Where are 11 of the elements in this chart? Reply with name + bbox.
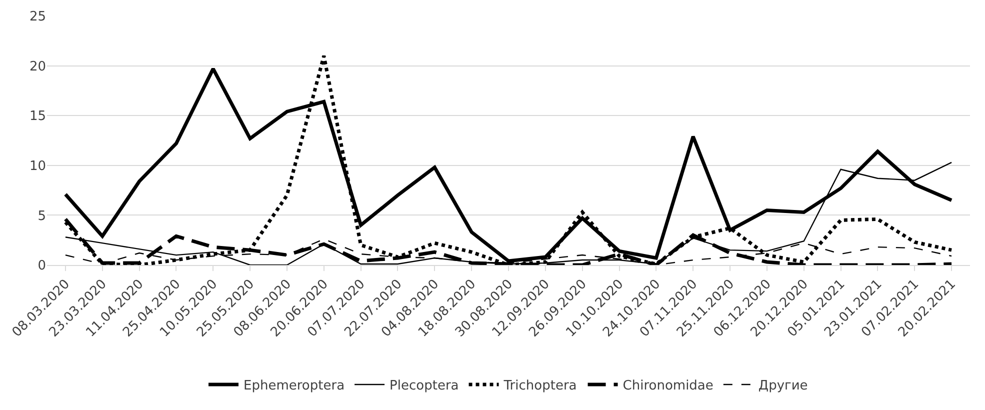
y-tick-label: 25 (29, 10, 46, 25)
y-tick-label: 5 (38, 208, 46, 224)
y-tick-label: 0 (38, 258, 46, 274)
legend-label: Plecoptera (390, 378, 459, 394)
y-tick-label: 10 (29, 158, 46, 174)
legend-label: Другие (758, 378, 808, 394)
legend-label: Trichoptera (502, 378, 577, 394)
legend-label: Ephemeroptera (244, 378, 345, 394)
legend-label: Chironomidae (622, 378, 714, 394)
y-tick-label: 20 (29, 59, 46, 74)
y-tick-label: 15 (29, 109, 46, 124)
